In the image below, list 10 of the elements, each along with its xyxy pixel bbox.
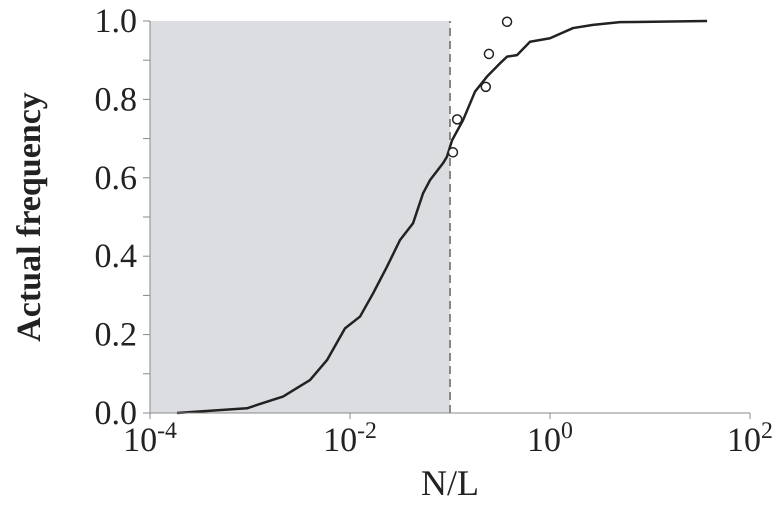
y-tick-label: 0.8 [94,81,137,118]
x-axis-title: N/L [421,463,479,503]
x-tick-label: 10$^{0}$ [527,418,573,459]
y-tick-label: 1.0 [94,3,137,40]
x-tick-label: 10$^{-2}$ [323,418,377,459]
y-axis-title: Actual frequency [11,92,48,342]
x-tick-label: 10$^{2}$ [727,418,773,459]
y-tick-label: 0.2 [94,316,137,354]
y-tick-label: 0.6 [94,160,137,197]
y-tick-label: 0.4 [94,238,137,276]
